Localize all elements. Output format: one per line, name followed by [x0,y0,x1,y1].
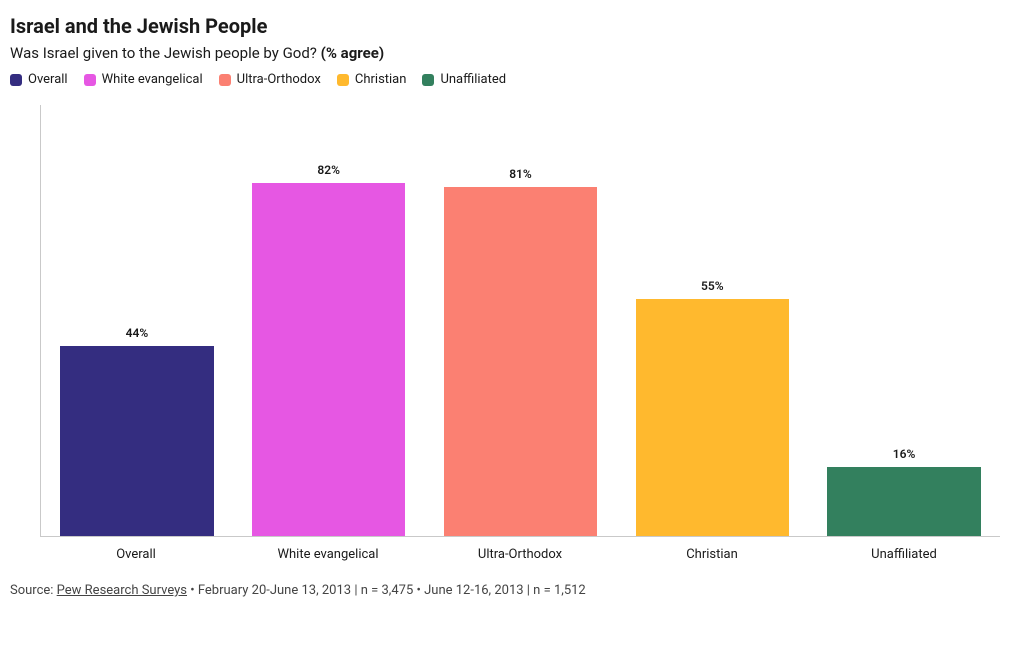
plot-area: 44% 82% 81% 55% 16% [40,105,1000,537]
legend-swatch [10,74,22,86]
chart-title: Israel and the Jewish People [10,14,1010,38]
legend-item: Unaffiliated [422,72,506,87]
legend-item: White evangelical [84,72,203,87]
bar: 81% [444,187,597,536]
bar-slot: 44% [41,105,233,536]
legend-swatch [84,74,96,86]
bar: 82% [252,183,405,536]
source-line: Source: Pew Research Surveys • February … [10,583,1010,598]
legend-item: Christian [337,72,407,87]
bar: 16% [827,467,980,536]
subtitle-bold: (% agree) [321,44,384,62]
legend-item: Overall [10,72,68,87]
chart-subtitle: Was Israel given to the Jewish people by… [10,44,1010,62]
x-axis-label: White evangelical [232,541,424,565]
legend-label: Ultra-Orthodox [237,72,321,87]
bar-chart: 44% 82% 81% 55% 16% OverallWhite evangelical… [40,105,1000,565]
bars-container: 44% 82% 81% 55% 16% [41,105,1000,536]
x-axis-label: Christian [616,541,808,565]
bar-slot: 82% [233,105,425,536]
legend-label: Overall [28,72,68,87]
legend-label: Unaffiliated [440,72,506,87]
legend: Overall White evangelical Ultra-Orthodox Ch… [10,72,1010,87]
x-axis-label: Ultra-Orthodox [424,541,616,565]
source-prefix: Source: [10,583,57,598]
bar: 44% [60,346,213,536]
bar-slot: 81% [425,105,617,536]
bar-value-label: 81% [509,167,532,181]
x-axis-label: Overall [40,541,232,565]
bar-value-label: 44% [126,326,149,340]
bar-value-label: 55% [701,279,724,293]
x-axis-labels: OverallWhite evangelicalUltra-OrthodoxCh… [40,541,1000,565]
legend-label: White evangelical [102,72,203,87]
legend-item: Ultra-Orthodox [219,72,321,87]
legend-swatch [219,74,231,86]
bar-slot: 55% [616,105,808,536]
legend-label: Christian [355,72,407,87]
bar-value-label: 16% [893,447,916,461]
bar: 55% [636,299,789,536]
source-suffix: • February 20-June 13, 2013 | n = 3,475 … [187,583,586,598]
subtitle-text: Was Israel given to the Jewish people by… [10,44,321,62]
source-link[interactable]: Pew Research Surveys [57,583,187,598]
legend-swatch [337,74,349,86]
bar-slot: 16% [808,105,1000,536]
x-axis-label: Unaffiliated [808,541,1000,565]
legend-swatch [422,74,434,86]
bar-value-label: 82% [317,163,340,177]
